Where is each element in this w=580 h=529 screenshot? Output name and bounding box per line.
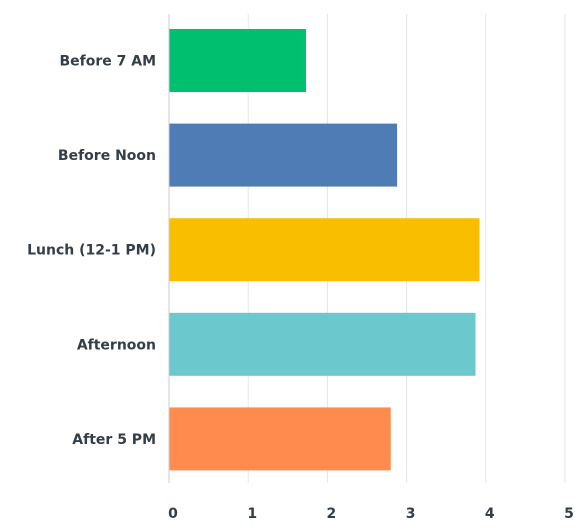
bar — [169, 407, 391, 471]
x-tick-label: 0 — [168, 506, 178, 522]
x-tick-label: 1 — [247, 506, 257, 522]
category-label: Afternoon — [77, 337, 156, 353]
category-label: Before Noon — [58, 148, 156, 164]
x-tick-label: 2 — [327, 506, 337, 522]
bar — [169, 29, 307, 92]
bar — [169, 218, 480, 282]
x-tick-label: 3 — [406, 506, 416, 522]
category-label: Before 7 AM — [59, 54, 156, 70]
category-label: After 5 PM — [72, 432, 156, 448]
bar — [169, 123, 398, 187]
bars — [169, 29, 480, 471]
x-axis-ticks: 0 1 2 3 4 5 — [168, 506, 574, 522]
x-tick-label: 4 — [485, 506, 495, 522]
bar — [169, 312, 476, 376]
x-tick-label: 5 — [564, 506, 574, 522]
category-label: Lunch (12-1 PM) — [27, 243, 156, 259]
category-labels: Before 7 AM Before Noon Lunch (12-1 PM) Aft… — [27, 54, 156, 448]
